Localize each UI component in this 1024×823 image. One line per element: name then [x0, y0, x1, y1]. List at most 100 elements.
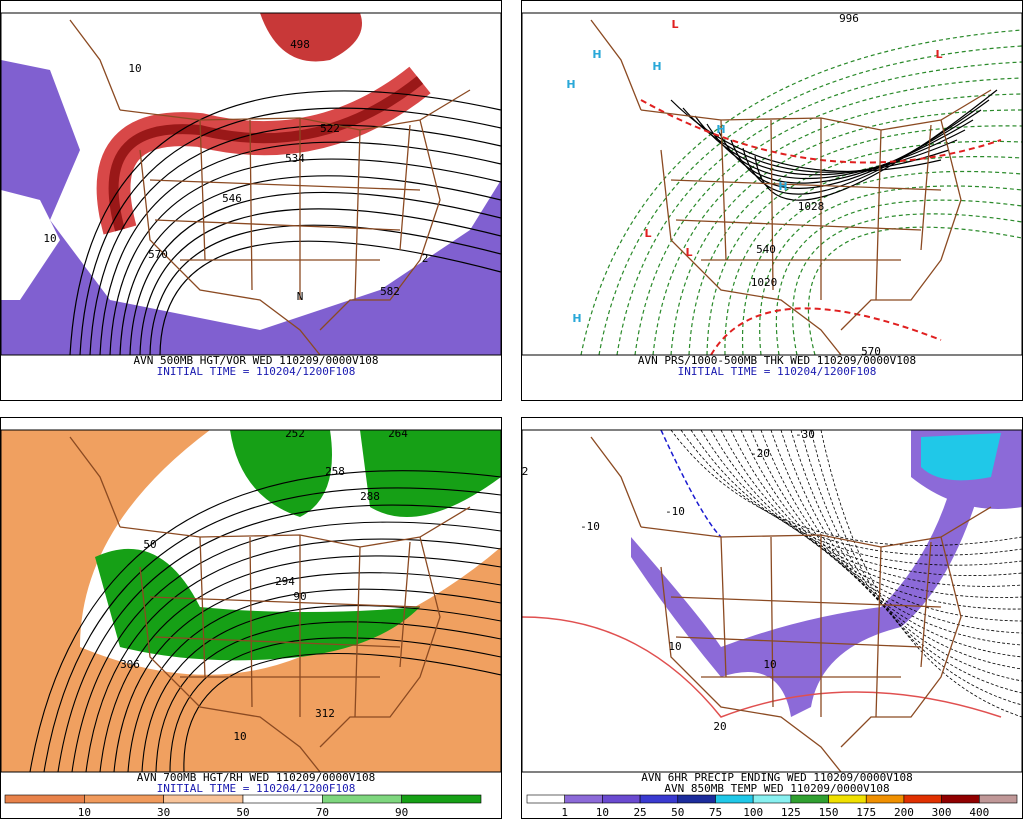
map-frame	[521, 12, 1023, 356]
colorbar-label: 100	[743, 806, 763, 819]
contour	[775, 199, 1022, 355]
contour	[820, 430, 1022, 718]
contour-label: 522	[320, 122, 340, 135]
pressure-center: L	[671, 18, 678, 31]
border-line	[590, 19, 962, 331]
colorbar-label: 400	[969, 806, 989, 819]
colorbar-label: 75	[709, 806, 722, 819]
pressure-center: H	[778, 180, 787, 193]
colorbar-label: 50	[236, 806, 249, 819]
contour	[770, 430, 1022, 658]
border-line	[670, 596, 942, 678]
vorticity-low	[1, 60, 501, 355]
contour	[706, 123, 966, 180]
contour-label: -10	[665, 505, 685, 518]
contour-label: 498	[290, 38, 310, 51]
border-line	[720, 535, 932, 718]
subcaption: INITIAL TIME = 110204/1200F108	[678, 365, 877, 378]
contour	[718, 119, 974, 184]
colorbar-label: 175	[856, 806, 876, 819]
contour	[183, 653, 501, 772]
contour-label: 312	[315, 707, 335, 720]
colorbar: 10 30 50 70 90	[4, 794, 482, 819]
map-frame	[0, 12, 502, 356]
map-frame	[0, 429, 502, 773]
border-line	[670, 179, 942, 261]
contour-label: 50	[143, 538, 156, 551]
contour-label: 1020	[751, 276, 778, 289]
temp-line	[660, 430, 722, 538]
colorbar-label: 200	[894, 806, 914, 819]
contour	[57, 504, 501, 772]
border-line	[640, 89, 992, 131]
caption: AVN PRS/1000-500MB THK WED 110209/0000V1…	[638, 354, 916, 367]
colorbar-swatch	[979, 794, 1018, 804]
colorbar-swatch	[941, 794, 980, 804]
contour-label: -30	[795, 428, 815, 441]
contour	[720, 430, 1022, 598]
border-line	[660, 149, 842, 355]
pressure-center: H	[572, 312, 581, 325]
map: 252 258 264 288 294 306 312 10 50 90	[1, 427, 501, 772]
contour	[159, 240, 501, 355]
contour	[810, 430, 1022, 706]
contour-label: 570	[148, 248, 168, 261]
contour	[792, 213, 1022, 355]
contour	[730, 109, 982, 189]
contour	[670, 109, 1022, 355]
contour-label: -10	[580, 520, 600, 533]
colorbar-swatch	[242, 794, 323, 804]
contour	[690, 430, 1022, 566]
contour	[710, 430, 1022, 587]
contour	[741, 170, 1022, 355]
contour-label: 2	[522, 465, 529, 478]
contour	[109, 158, 501, 355]
contour	[69, 90, 501, 355]
contour-label: 294	[275, 575, 295, 588]
contour	[652, 93, 1022, 355]
contour-label: 252	[285, 427, 305, 440]
contour-label: 546	[222, 192, 242, 205]
border-line	[199, 535, 411, 718]
subcaption: INITIAL TIME = 110204/1200F108	[157, 782, 356, 795]
map: 498 522 534 546 570 10 10 N 2 582	[1, 13, 501, 355]
contour-label: 288	[360, 490, 380, 503]
panel: 252 258 264 288 294 306 312 10 50 90 AVN 700MB HGT…	[0, 417, 502, 819]
pressure-center: H	[592, 48, 601, 61]
caption: AVN 6HR PRECIP ENDING WED 110209/0000V10…	[641, 771, 913, 784]
contour	[750, 430, 1022, 634]
contour-label: 258	[325, 465, 345, 478]
contour-label: 540	[756, 243, 776, 256]
contour	[129, 191, 501, 355]
border-line	[119, 506, 471, 548]
colorbar-swatch	[564, 794, 603, 804]
border-line	[139, 149, 321, 355]
subcaption: AVN 850MB TEMP WED 110209/0000V108	[664, 782, 889, 795]
border-line	[660, 566, 842, 772]
pressure-center: L	[935, 48, 942, 61]
colorbar-swatch	[677, 794, 716, 804]
contour	[139, 208, 501, 355]
colorbar-label: 25	[633, 806, 646, 819]
colorbar-label: 90	[395, 806, 408, 819]
contour-label: 306	[120, 658, 140, 671]
border-line	[149, 596, 421, 678]
contour	[740, 430, 1022, 622]
contour	[149, 224, 501, 355]
contour-label: 1028	[798, 200, 825, 213]
border-line	[119, 89, 471, 131]
colorbar-label: 50	[671, 806, 684, 819]
border-line	[69, 19, 441, 331]
contour	[730, 430, 1022, 610]
contour	[127, 588, 501, 772]
rh-moist	[230, 430, 501, 517]
contour-label: 264	[388, 427, 408, 440]
thickness-line	[710, 307, 942, 355]
contour	[754, 89, 998, 201]
contour	[43, 487, 501, 772]
contour-label: 10	[763, 658, 776, 671]
pressure-center: H	[652, 60, 661, 73]
contour-label: 10	[233, 730, 246, 743]
